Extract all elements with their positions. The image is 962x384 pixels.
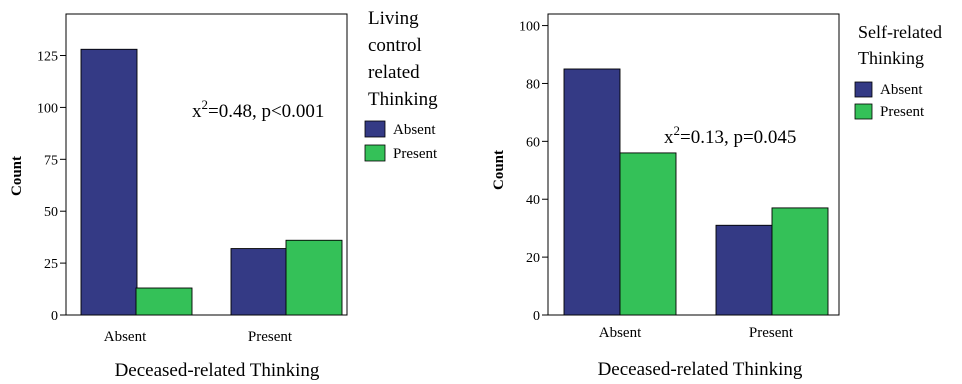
chart-2-bar-present-absent <box>619 152 677 316</box>
chart-2-annotation: x2=0.13, p=0.045 <box>664 123 796 148</box>
chart-1-annotation-stats: =0.48, p<0.001 <box>208 101 324 122</box>
chart-2-bar-absent-present <box>715 224 773 316</box>
chart-2-annotation-stats: =0.13, p=0.045 <box>680 127 796 148</box>
chart-2-y-tick-label: 100 <box>519 20 540 35</box>
chart-2-category-label: Present <box>749 325 794 341</box>
chart-2-legend-label-absent: Absent <box>880 82 923 98</box>
chart-2-legend-title-line: Thinking <box>858 48 924 68</box>
chart-1-annotation-superscript: 2 <box>202 97 209 112</box>
chart-2-y-tick-label: 0 <box>533 309 540 324</box>
chart-1-y-tick-label: 0 <box>51 309 58 324</box>
chart-2-y-axis: 0 20 40 60 80 100 <box>519 20 548 324</box>
chart-2-x-axis-title: Deceased-related Thinking <box>598 359 803 380</box>
chart-2-y-tick-label: 60 <box>526 135 540 150</box>
chart-1-legend-swatch-present <box>364 144 386 162</box>
chart-2-annotation-superscript: 2 <box>674 123 681 138</box>
chart-1-plot-frame <box>65 13 348 316</box>
chart-2-annotation-symbol: x <box>664 127 674 148</box>
chart-1-y-axis: 0 25 50 75 100 125 <box>37 50 66 324</box>
chart-2: 0 20 40 60 80 100 Absent Present Deceased-rel… <box>491 13 942 380</box>
chart-1-category-label: Absent <box>104 329 147 345</box>
chart-2-bars <box>563 68 829 316</box>
chart-1-annotation-symbol: x <box>192 101 202 122</box>
chart-1-legend-label-present: Present <box>393 146 438 162</box>
chart-2-y-tick-label: 40 <box>526 193 540 208</box>
chart-1-y-tick-label: 75 <box>44 153 58 168</box>
chart-2-bar-absent-absent <box>563 68 621 316</box>
chart-2-legend-swatch-present <box>854 103 873 120</box>
chart-1-bar-present-present <box>285 239 343 316</box>
chart-1-y-tick-label: 125 <box>37 50 58 65</box>
chart-1-bars <box>80 48 343 316</box>
chart-2-legend-label-present: Present <box>880 104 925 120</box>
chart-1-bar-present-absent <box>135 287 193 316</box>
chart-2-legend-title-line: Self-related <box>858 22 942 42</box>
chart-1-legend-swatch-absent <box>364 120 386 138</box>
chart-1-legend-label-absent: Absent <box>393 122 436 138</box>
chart-1-category-label: Present <box>248 329 293 345</box>
chart-2-bar-present-present <box>771 207 829 316</box>
chart-1-legend-title-line: Thinking <box>368 89 438 110</box>
chart-2-legend-swatch-absent <box>854 81 873 98</box>
chart-2-category-label: Absent <box>599 325 642 341</box>
chart-2-y-tick-label: 20 <box>526 251 540 266</box>
chart-2-y-tick-label: 80 <box>526 77 540 92</box>
chart-2-plot-frame <box>547 13 840 316</box>
chart-1-x-axis-title: Deceased-related Thinking <box>115 360 320 381</box>
chart-1-bar-absent-present <box>230 248 288 316</box>
chart-1-y-tick-label: 25 <box>44 257 58 272</box>
chart-1-legend-title-line: Living <box>368 8 419 29</box>
chart-1-y-axis-title: Count <box>9 156 25 196</box>
chart-1-y-tick-label: 100 <box>37 101 58 116</box>
chart-1-y-tick-label: 50 <box>44 205 58 220</box>
chart-1-legend-title-line: related <box>368 62 420 83</box>
chart-2-y-axis-title: Count <box>491 150 507 190</box>
chart-1-legend-title-line: control <box>368 35 422 56</box>
chart-1-annotation: x2=0.48, p<0.001 <box>192 97 324 122</box>
chart-1-bar-absent-absent <box>80 48 138 316</box>
chart-1: 0 25 50 75 100 125 Absent Present Deceased-re… <box>9 8 438 381</box>
